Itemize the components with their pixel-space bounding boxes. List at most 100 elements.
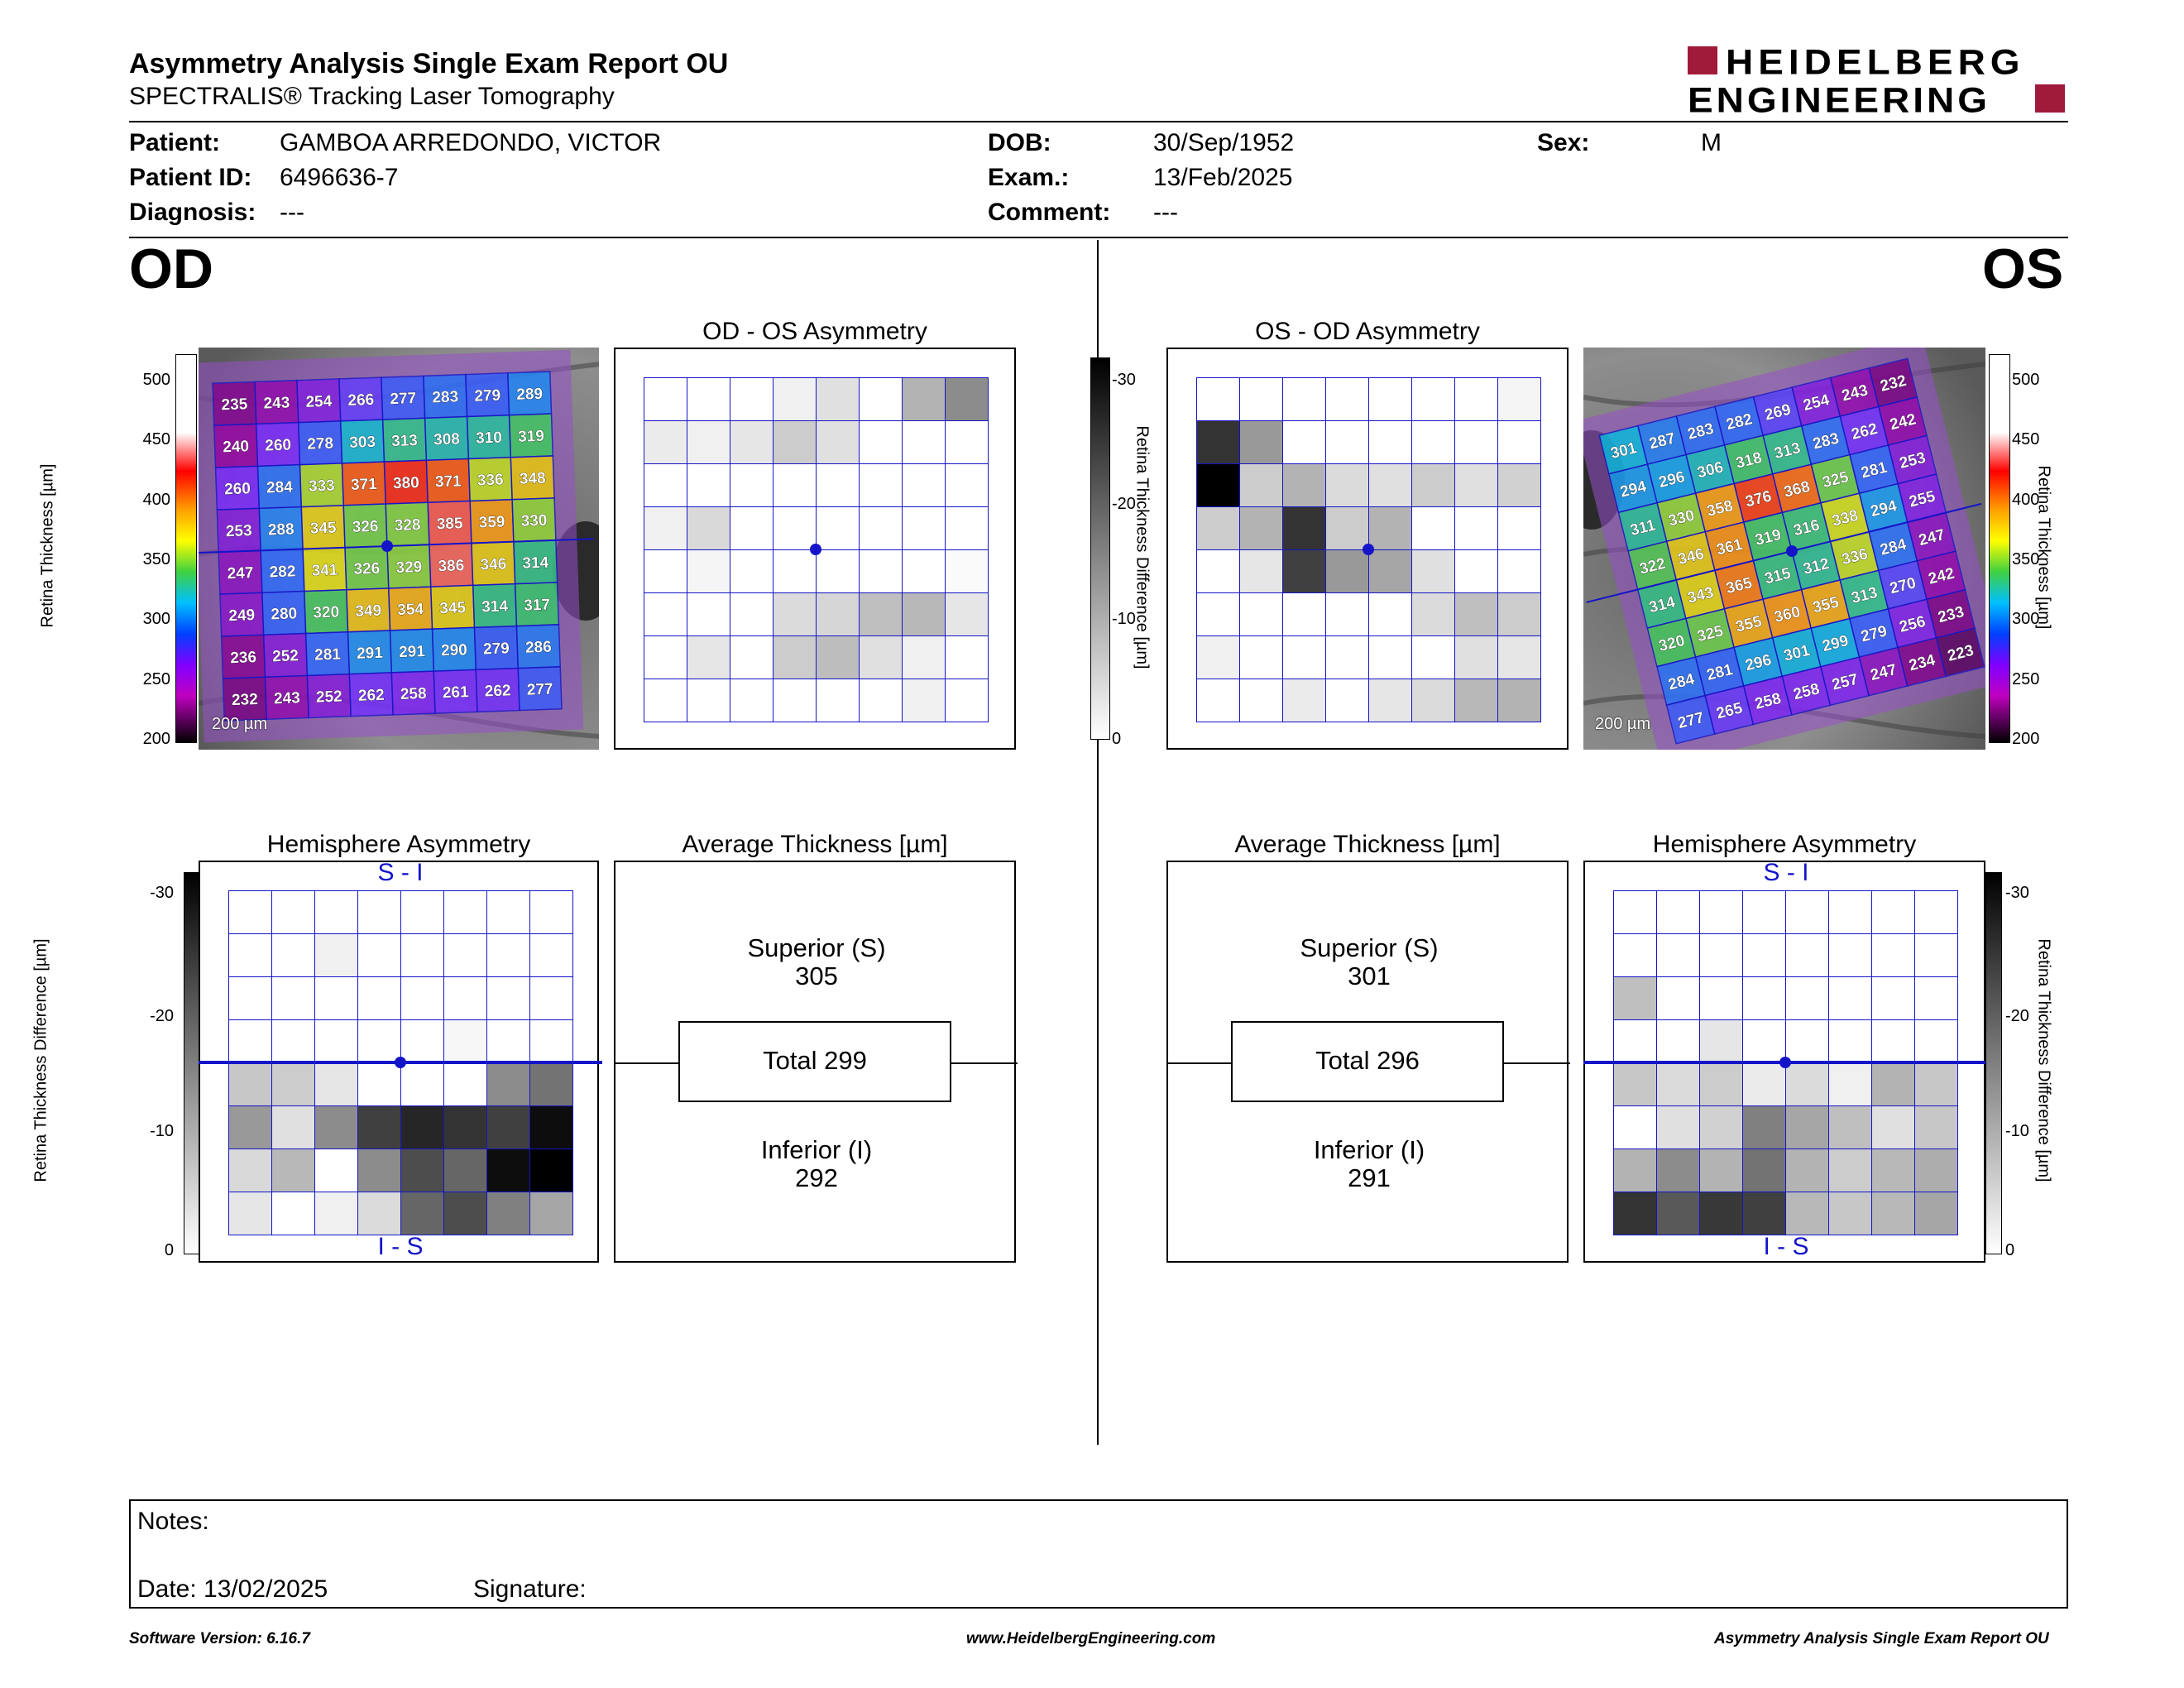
- od-hemi-cell: [443, 933, 487, 977]
- os-asym-cell: [1196, 420, 1240, 464]
- od-hemi-cell: [357, 1149, 401, 1192]
- os-hemi-cell: [1742, 1062, 1786, 1106]
- os-diff-axis-label: Retina Thickness Difference [µm]: [1133, 425, 1152, 669]
- notes-box[interactable]: Notes: Date: 13/02/2025 Signature:: [129, 1499, 2068, 1609]
- os-hemi-cell: [1785, 1149, 1829, 1192]
- od-thickness-value: 260: [265, 436, 291, 454]
- od-thickness-tick: 250: [142, 669, 170, 688]
- od-asym-cell: [730, 420, 774, 464]
- od-hemi-center-dot: [395, 1057, 406, 1068]
- od-hemi-cell: [443, 1149, 487, 1192]
- od-hemi-cell: [314, 1019, 358, 1063]
- os-asym-cell: [1497, 377, 1541, 421]
- od-hemi-cell: [228, 1149, 272, 1192]
- od-asym-cell: [945, 635, 989, 679]
- od-asym-cell: [730, 506, 774, 550]
- od-thickness-value: 290: [441, 641, 467, 659]
- os-asym-cell: [1239, 549, 1283, 593]
- od-asym-cell: [945, 506, 989, 550]
- os-hemi-axis-label: Retina Thickness Difference [µm]: [2034, 938, 2053, 1182]
- os-asym-cell: [1196, 549, 1240, 593]
- od-thickness-value: 314: [522, 554, 549, 573]
- os-hemi-cell: [1785, 1105, 1829, 1149]
- od-thickness-value: 319: [518, 428, 544, 446]
- od-hemi-cell: [314, 933, 358, 977]
- os-thickness-tick: 250: [2012, 669, 2040, 688]
- os-hemi-cell: [1656, 1105, 1700, 1149]
- od-asym-cell: [687, 506, 730, 550]
- od-thickness-value: 308: [433, 430, 460, 448]
- od-thickness-value: 277: [526, 681, 553, 699]
- od-asym-cell: [644, 420, 687, 464]
- od-thickness-value: 345: [310, 520, 338, 538]
- os-hemi-cell: [1785, 1062, 1829, 1106]
- eye-label-os: OS: [1982, 237, 2064, 300]
- os-asym-cell: [1196, 679, 1240, 722]
- od-thickness-value: 326: [352, 518, 378, 536]
- footer-report-name: Asymmetry Analysis Single Exam Report OU: [1714, 1630, 2049, 1647]
- os-diff-tick: 0: [1112, 730, 1122, 748]
- od-asym-cell: [859, 635, 903, 679]
- od-thickness-value: 253: [226, 522, 252, 540]
- os-asym-cell: [1282, 420, 1326, 464]
- os-hemi-cell: [1656, 890, 1700, 934]
- os-asym-cell: [1239, 635, 1283, 679]
- os-average-panel: Superior (S) 301 Total 296 Inferior (I) …: [1166, 861, 1570, 1263]
- diagnosis-value: ---: [280, 199, 304, 226]
- od-hemi-cell: [486, 1062, 530, 1106]
- exam-label: Exam.:: [988, 164, 1070, 191]
- os-asym-cell: [1196, 635, 1240, 679]
- os-hemi-tick: 0: [2005, 1241, 2015, 1259]
- od-asym-cell: [730, 377, 774, 421]
- od-thickness-value: 243: [263, 395, 290, 413]
- os-si-label: S - I: [1763, 859, 1809, 886]
- os-hemi-cell: [1613, 1105, 1657, 1149]
- od-thickness-value: 371: [435, 472, 462, 491]
- logo-text-line2: ENGINEERING: [1688, 80, 1991, 120]
- od-asym-cell: [816, 549, 860, 593]
- od-thickness-value: 279: [483, 640, 510, 658]
- od-thickness-value: 291: [399, 643, 426, 661]
- os-asym-cell: [1411, 679, 1455, 722]
- os-hemi-cell: [1742, 976, 1786, 1020]
- os-asym-cell: [1411, 592, 1455, 636]
- od-hemi-cell: [486, 1105, 530, 1149]
- os-asym-cell: [1325, 679, 1369, 722]
- os-hemi-cell: [1613, 1149, 1657, 1192]
- os-hemi-cell: [1828, 1149, 1872, 1192]
- heidelberg-logo: HEIDELBERG ENGINEERING: [1688, 42, 2068, 120]
- os-asym-cell: [1411, 463, 1455, 507]
- os-asym-cell: [1411, 377, 1455, 421]
- od-thickness-value: 252: [272, 647, 299, 665]
- os-asym-cell: [1325, 549, 1369, 593]
- os-hemi-cell: [1613, 1019, 1657, 1063]
- os-asymmetry-panel: [1166, 348, 1569, 750]
- od-thickness-value: 380: [393, 474, 419, 492]
- od-thickness-value: 247: [227, 564, 253, 583]
- os-asymmetry-title: OS - OD Asymmetry: [1255, 318, 1480, 345]
- os-hemi-cell: [1613, 1192, 1657, 1235]
- od-hemi-cell: [228, 1019, 272, 1063]
- od-asym-cell: [945, 679, 989, 722]
- od-asym-cell: [773, 635, 817, 679]
- os-asym-cell: [1411, 420, 1455, 464]
- signature-label: Signature:: [473, 1575, 587, 1603]
- od-asym-cell: [730, 549, 774, 593]
- os-asym-cell: [1497, 506, 1541, 550]
- od-asym-cell: [687, 549, 730, 593]
- od-hemi-cell: [271, 1062, 315, 1106]
- od-thickness-value: 329: [395, 559, 422, 577]
- os-asym-cell: [1325, 592, 1369, 636]
- os-hemi-cell: [1656, 933, 1700, 977]
- patient-id: 6496636-7: [280, 164, 399, 191]
- os-thickness-tick: 400: [2012, 490, 2040, 509]
- od-asym-cell: [730, 635, 774, 679]
- od-hemi-cell: [271, 1019, 315, 1063]
- os-hemi-cell: [1871, 1105, 1915, 1149]
- footer-website-link[interactable]: www.HeidelbergEngineering.com: [966, 1630, 1216, 1647]
- footer-software-version: Software Version: 6.16.7: [129, 1630, 310, 1647]
- os-hemi-cell: [1785, 933, 1829, 977]
- od-thickness-value: 310: [476, 429, 502, 448]
- od-thickness-value: 314: [481, 597, 509, 616]
- od-hemi-cell: [400, 1019, 444, 1063]
